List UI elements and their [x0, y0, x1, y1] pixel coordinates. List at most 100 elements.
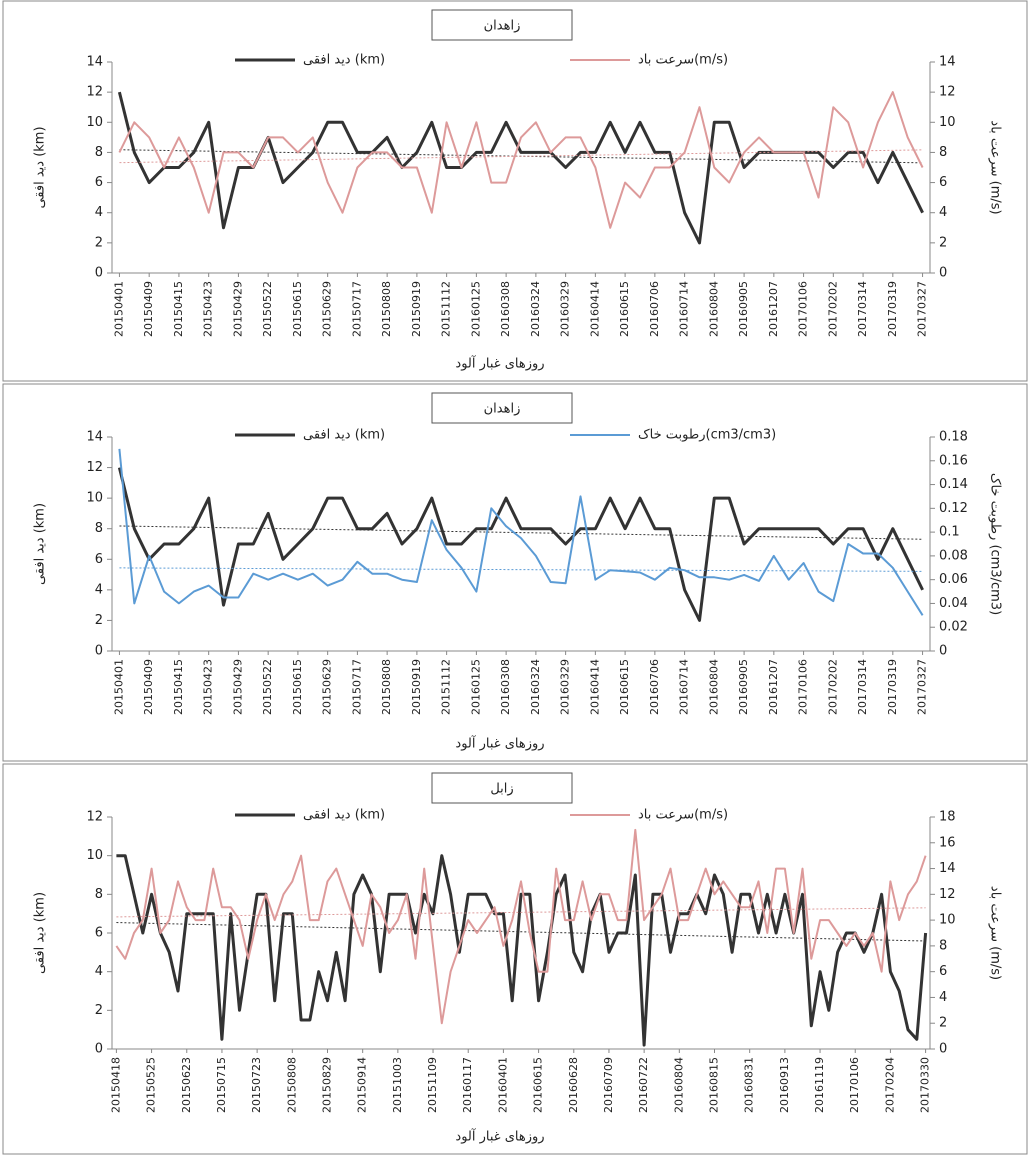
y2-tick-label: 0 [939, 644, 947, 659]
y2-tick-label: 12 [939, 85, 956, 100]
x-tick-label: 20160905 [737, 281, 750, 337]
y2-tick-label: 2 [939, 1016, 947, 1031]
x-tick-label: 20160804 [707, 659, 720, 715]
y-tick-label: 6 [95, 175, 103, 190]
y-tick-label: 8 [95, 887, 103, 902]
x-tick-label: 20170319 [886, 659, 899, 715]
x-tick-label: 20160815 [708, 1057, 721, 1113]
y2-tick-label: 0.06 [939, 572, 968, 587]
x-tick-label: 20150808 [380, 281, 393, 337]
y-tick-label: 0 [95, 266, 103, 281]
x-tick-label: 20170204 [883, 1057, 896, 1113]
legend-label: رطوبت خاک(cm3/cm3) [638, 428, 776, 443]
x-tick-label: 20170106 [797, 281, 810, 337]
data-line [117, 91, 924, 245]
x-tick-label: 20170106 [797, 659, 810, 715]
x-tick-label: 20150418 [109, 1057, 122, 1113]
x-tick-label: 20150415 [172, 281, 185, 337]
x-tick-label: 20170314 [856, 659, 869, 715]
y2-tick-label: 0.1 [939, 525, 960, 540]
y-tick-label: 12 [86, 85, 103, 100]
x-tick-label: 20160308 [499, 659, 512, 715]
x-tick-label: 20160324 [529, 659, 542, 715]
x-tick-label: 20161119 [813, 1057, 826, 1113]
y-tick-label: 10 [86, 491, 103, 506]
x-tick-label: 20160615 [532, 1057, 545, 1113]
x-tick-label: 20150919 [410, 281, 423, 337]
y2-tick-label: 4 [939, 990, 947, 1005]
chart-title: زابل [490, 782, 513, 797]
y2-tick-label: 12 [939, 887, 956, 902]
x-tick-label: 20150629 [321, 659, 334, 715]
x-tick-label: 20170330 [919, 1057, 932, 1113]
panel-border [2, 383, 1028, 762]
x-tick-label: 20151112 [440, 281, 453, 337]
y-tick-label: 6 [95, 926, 103, 941]
y2-tick-label: 18 [939, 810, 956, 825]
x-tick-label: 20150401 [112, 659, 125, 715]
x-tick-label: 20160804 [672, 1057, 685, 1113]
chart-panel: زابل 0 2 4 6 8 10 12 0 2 4 6 8 10 12 14 16 18 20150418 2015… [2, 763, 1028, 1155]
y-tick-label: 12 [86, 810, 103, 825]
panel-border [2, 763, 1028, 1155]
x-tick-label: 20170327 [916, 281, 929, 337]
y-tick-label: 8 [95, 145, 103, 160]
x-tick-label: 20150914 [356, 1057, 369, 1113]
legend-label: سرعت باد(m/s) [638, 53, 728, 68]
x-tick-label: 20161207 [767, 659, 780, 715]
x-tick-label: 20150919 [410, 659, 423, 715]
y2-tick-label: 0.14 [939, 477, 968, 492]
x-tick-label: 20160905 [737, 659, 750, 715]
x-tick-label: 20160329 [559, 659, 572, 715]
legend-label: دید افقی (km) [303, 53, 385, 68]
x-tick-label: 20160706 [648, 659, 661, 715]
x-tick-label: 20150808 [285, 1057, 298, 1113]
y2-tick-label: 16 [939, 835, 956, 850]
y-tick-label: 10 [86, 115, 103, 130]
x-tick-label: 20160714 [678, 659, 691, 715]
trend-line [119, 525, 923, 540]
x-tick-label: 20160615 [618, 281, 631, 337]
y2-tick-label: 0 [939, 1042, 947, 1057]
x-tick-label: 20160125 [469, 659, 482, 715]
y-tick-label: 4 [95, 205, 103, 220]
x-axis-title: روزهای غبار آلود [455, 355, 544, 372]
x-tick-label: 20150415 [172, 659, 185, 715]
x-axis-title: روزهای غبار آلود [455, 735, 544, 752]
x-tick-label: 20160414 [588, 659, 601, 715]
x-tick-label: 20150715 [215, 1057, 228, 1113]
x-tick-label: 20150429 [231, 659, 244, 715]
x-tick-label: 20160714 [678, 281, 691, 337]
x-tick-label: 20160324 [529, 281, 542, 337]
x-tick-label: 20170202 [826, 281, 839, 337]
chart-title: زاهدان [484, 19, 521, 34]
y-axis-title: دید افقی (km) [33, 126, 48, 208]
y-tick-label: 0 [95, 1042, 103, 1057]
trend-line [116, 907, 926, 918]
y-tick-label: 8 [95, 521, 103, 536]
y2-tick-label: 10 [939, 913, 956, 928]
x-tick-label: 20160804 [707, 281, 720, 337]
x-tick-label: 20150525 [145, 1057, 158, 1113]
y-tick-label: 14 [86, 55, 103, 70]
x-tick-label: 20160615 [618, 659, 631, 715]
x-tick-label: 20170319 [886, 281, 899, 337]
y2-tick-label: 0 [939, 266, 947, 281]
x-tick-label: 20151109 [426, 1057, 439, 1113]
data-line [118, 448, 924, 616]
legend-label: دید افقی (km) [303, 428, 385, 443]
y2-tick-label: 0.16 [939, 453, 968, 468]
x-axis-title: روزهای غبار آلود [455, 1128, 544, 1145]
x-tick-label: 20170106 [848, 1057, 861, 1113]
x-tick-label: 20160628 [567, 1057, 580, 1113]
y2-tick-label: 2 [939, 235, 947, 250]
x-tick-label: 20170327 [916, 659, 929, 715]
chart-title: زاهدان [484, 402, 521, 417]
x-tick-label: 20150723 [250, 1057, 263, 1113]
y2-tick-label: 0.02 [939, 620, 968, 635]
x-tick-label: 20150629 [321, 281, 334, 337]
x-tick-label: 20150409 [142, 659, 155, 715]
y2-tick-label: 8 [939, 938, 947, 953]
x-tick-label: 20160308 [499, 281, 512, 337]
